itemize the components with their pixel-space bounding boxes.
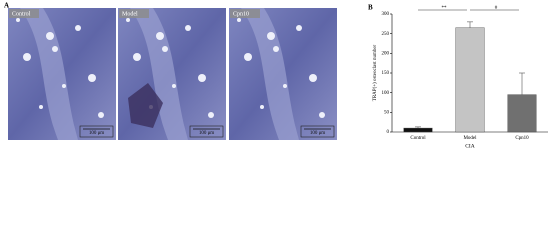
- vacuole: [133, 53, 141, 61]
- vacuole: [126, 18, 130, 22]
- scale-label: 100 μm: [310, 131, 325, 136]
- y-tick-label: 300: [382, 12, 390, 17]
- tissue-band: [20, 8, 78, 140]
- vacuole: [46, 32, 54, 40]
- image-label: Cpn10: [233, 11, 249, 17]
- vacuole: [283, 84, 287, 88]
- vacuole: [23, 53, 31, 61]
- vacuole: [16, 18, 20, 22]
- significance-label: **: [442, 6, 448, 11]
- vacuole: [198, 74, 206, 82]
- vacuole: [162, 46, 168, 52]
- x-tick-label: Model: [463, 136, 477, 141]
- tissue-band: [241, 8, 299, 140]
- y-tick-label: 250: [382, 32, 390, 37]
- vacuole: [75, 25, 81, 31]
- x-tick-label: Cpn10: [515, 136, 529, 141]
- scale-box: [300, 125, 335, 138]
- vacuole: [260, 105, 264, 109]
- label-box: [230, 9, 260, 18]
- vacuole: [309, 74, 317, 82]
- vacuole: [319, 112, 325, 118]
- vacuole: [98, 112, 104, 118]
- y-tick-label: 100: [382, 91, 390, 96]
- lesion: [128, 83, 163, 128]
- vacuole: [208, 112, 214, 118]
- bar: [455, 27, 485, 133]
- vacuole: [52, 46, 58, 52]
- y-tick-label: 0: [387, 130, 390, 135]
- vacuole: [237, 18, 241, 22]
- y-tick-label: 50: [384, 110, 390, 115]
- vacuole: [62, 84, 66, 88]
- significance-label: #: [495, 6, 498, 11]
- image-label: Control: [12, 11, 31, 17]
- scale-label: 100 μm: [89, 131, 104, 136]
- vacuole: [273, 46, 279, 52]
- bar: [403, 127, 433, 133]
- y-tick-label: 200: [382, 51, 390, 56]
- vacuole: [244, 53, 252, 61]
- figure: A B Control 100 μm Model 100 μm Cpn10 100 μm 0…: [4, 2, 548, 149]
- y-axis-label: TRAP(+) osteoclast number: [373, 44, 378, 101]
- label-box: [119, 9, 149, 18]
- label-box: [9, 9, 39, 18]
- vacuole: [296, 25, 302, 31]
- y-tick-label: 150: [382, 71, 390, 76]
- x-tick-label: Control: [410, 136, 426, 141]
- vacuole: [39, 105, 43, 109]
- bar: [507, 94, 537, 133]
- x-axis-label: CIA: [465, 143, 475, 149]
- vacuole: [172, 84, 176, 88]
- vacuole: [88, 74, 96, 82]
- panel-label: B: [368, 4, 373, 12]
- scale-box: [189, 125, 224, 138]
- panel-label: A: [4, 2, 9, 10]
- tissue-band: [130, 8, 188, 140]
- vacuole: [267, 32, 275, 40]
- image-label: Model: [122, 11, 138, 17]
- scale-box: [79, 125, 114, 138]
- vacuole: [156, 32, 164, 40]
- scale-label: 100 μm: [199, 131, 214, 136]
- vacuole: [185, 25, 191, 31]
